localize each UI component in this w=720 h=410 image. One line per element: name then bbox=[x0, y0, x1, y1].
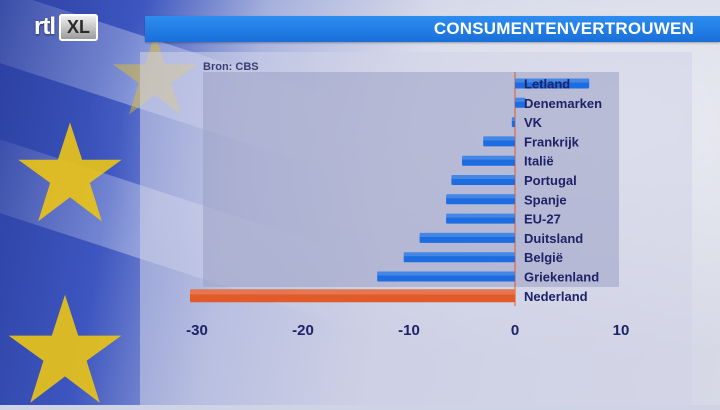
category-label: Letland bbox=[524, 77, 570, 92]
x-tick-label: 0 bbox=[511, 322, 519, 339]
category-label: Portugal bbox=[524, 173, 577, 188]
category-label: Frankrijk bbox=[524, 134, 580, 149]
bar-shine bbox=[419, 232, 515, 237]
category-label: EU-27 bbox=[524, 212, 561, 227]
bar-shine bbox=[377, 271, 515, 276]
x-tick-label: 10 bbox=[613, 322, 630, 339]
bar-nederland bbox=[190, 289, 515, 303]
bar-shine bbox=[511, 117, 515, 122]
bar-italië bbox=[462, 155, 515, 166]
bar-vk bbox=[511, 117, 515, 128]
bar-shine bbox=[515, 97, 526, 102]
bar-shine bbox=[190, 289, 515, 295]
bar-frankrijk bbox=[483, 136, 515, 147]
bar-shine bbox=[446, 213, 515, 218]
bar-shine bbox=[403, 252, 515, 257]
bar-shine bbox=[483, 136, 515, 141]
category-label: VK bbox=[524, 115, 543, 130]
x-tick-label: -30 bbox=[186, 322, 208, 339]
bar-denemarken bbox=[515, 97, 526, 108]
bar-shine bbox=[446, 194, 515, 199]
star-icon bbox=[8, 294, 122, 403]
chart-title: CONSUMENTENVERTROUWEN bbox=[433, 19, 694, 38]
source-label: Bron: CBS bbox=[203, 61, 259, 73]
plot-area bbox=[203, 72, 619, 287]
star-icon bbox=[18, 122, 122, 222]
bar-letland bbox=[515, 78, 590, 89]
bar-duitsland bbox=[419, 232, 515, 243]
category-label: Denemarken bbox=[524, 96, 602, 111]
bar-shine bbox=[451, 175, 515, 179]
logo-xl-badge: XL bbox=[59, 13, 99, 41]
bar-griekenland bbox=[377, 271, 515, 282]
category-label: Italië bbox=[524, 154, 554, 169]
title-bar: CONSUMENTENVERTROUWEN bbox=[145, 16, 720, 42]
bar-shine bbox=[462, 155, 515, 160]
bar-eu-27 bbox=[446, 213, 515, 224]
bar-portugal bbox=[451, 175, 515, 185]
x-tick-label: -20 bbox=[292, 322, 314, 339]
x-tick-label: -10 bbox=[398, 322, 420, 339]
bar-shine bbox=[515, 78, 590, 83]
category-label: Griekenland bbox=[524, 270, 599, 285]
channel-logo: rtl XL bbox=[34, 12, 99, 42]
logo-rtl-text: rtl bbox=[34, 13, 56, 40]
category-label: Duitsland bbox=[524, 231, 583, 246]
category-label: Nederland bbox=[524, 289, 588, 304]
bar-spanje bbox=[446, 194, 515, 205]
category-label: Spanje bbox=[524, 192, 567, 207]
category-label: België bbox=[524, 250, 563, 265]
bar-belgië bbox=[403, 252, 515, 263]
